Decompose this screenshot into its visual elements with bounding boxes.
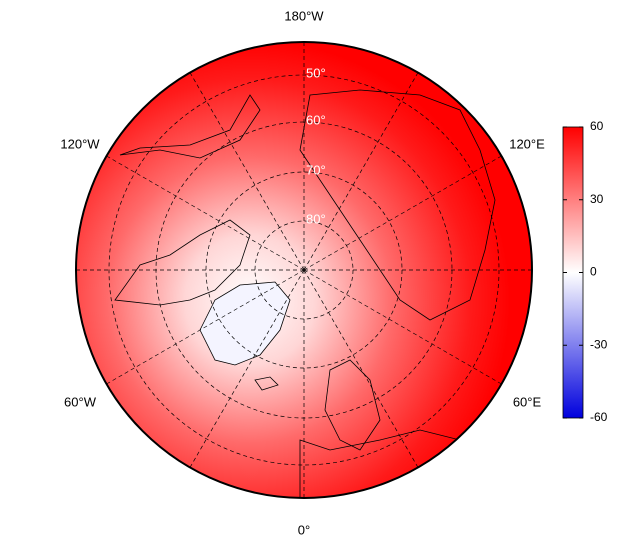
europe (299, 429, 461, 498)
canadian-archipelago (114, 219, 251, 306)
meridian-line (106, 269, 305, 385)
colorbar-tick-label: -30 (590, 337, 608, 351)
meridian-line (303, 269, 502, 385)
latitude-circle (108, 74, 500, 466)
greenland (199, 281, 291, 366)
meridian-line (303, 72, 419, 271)
alaska (119, 94, 261, 159)
colorbar-tick-label: 60 (590, 119, 604, 133)
iceland (254, 376, 279, 391)
siberia (299, 89, 496, 321)
meridian-line (189, 72, 305, 271)
lon-label: 0° (298, 522, 310, 537)
colorbar-tick-label: 30 (590, 192, 604, 206)
meridian-line (303, 155, 502, 271)
lat-label: 70° (306, 162, 326, 177)
meridian-line (303, 269, 419, 468)
colorbar-tick-label: -60 (590, 410, 608, 424)
lon-label: 60°W (64, 394, 97, 409)
scandinavia (324, 359, 381, 451)
meridian-line (106, 155, 305, 271)
lon-label: 120°E (509, 136, 545, 151)
lon-label: 60°E (513, 394, 542, 409)
lon-label: 180°W (284, 8, 324, 23)
lat-label: 50° (306, 65, 326, 80)
lon-label: 120°W (60, 136, 100, 151)
map-border (75, 41, 533, 499)
lat-label: 80° (306, 211, 326, 226)
meridian-line (189, 269, 305, 468)
lat-label: 60° (306, 112, 326, 127)
colorbar-tick-label: 0 (590, 265, 597, 279)
coastlines (114, 89, 496, 498)
graticule (76, 42, 532, 498)
